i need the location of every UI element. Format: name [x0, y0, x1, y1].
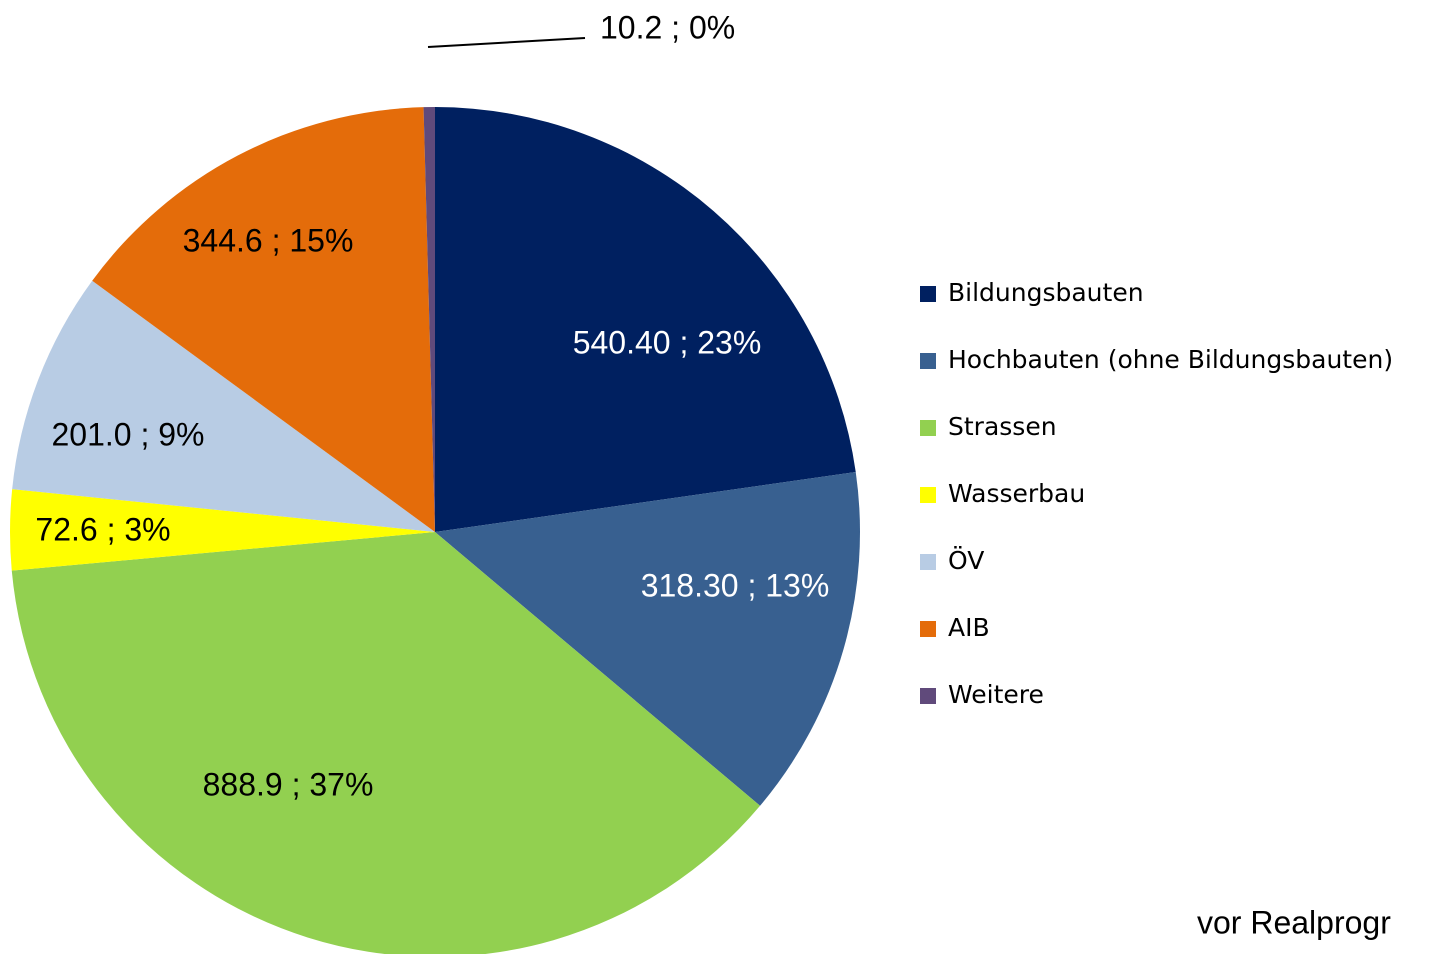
- pie-slice: [11, 532, 761, 954]
- legend-label: Strassen: [948, 412, 1057, 441]
- legend-swatch: [920, 353, 936, 369]
- legend-swatch: [920, 487, 936, 503]
- data-label: 72.6 ; 3%: [35, 511, 170, 547]
- legend-swatch: [920, 621, 936, 637]
- legend-label: Bildungsbauten: [948, 278, 1144, 307]
- legend-swatch: [920, 554, 936, 570]
- pie-slice: [435, 107, 856, 532]
- pie-slice: [12, 280, 435, 532]
- legend-label: Weitere: [948, 680, 1044, 709]
- pie-slice: [435, 471, 860, 806]
- pie-slice: [423, 107, 435, 532]
- annotation: vor Realprogr: [1197, 904, 1391, 940]
- legend-swatch: [920, 286, 936, 302]
- data-label: 540.40 ; 23%: [573, 324, 762, 360]
- legend-swatch: [920, 688, 936, 704]
- legend-label: AIB: [948, 613, 990, 642]
- data-label: 318.30 ; 13%: [641, 567, 830, 603]
- legend-label: Hochbauten (ohne Bildungsbauten): [948, 345, 1393, 374]
- legend-label: ÖV: [948, 546, 984, 575]
- legend-swatch: [920, 420, 936, 436]
- data-label: 888.9 ; 37%: [203, 766, 374, 802]
- pie-slice: [9, 489, 435, 571]
- legend-label: Wasserbau: [948, 479, 1085, 508]
- data-label: 344.6 ; 15%: [183, 222, 354, 258]
- data-label: 10.2 ; 0%: [600, 9, 735, 45]
- leader-line: [427, 37, 586, 48]
- data-label: 201.0 ; 9%: [52, 416, 205, 452]
- pie-slice: [92, 107, 436, 532]
